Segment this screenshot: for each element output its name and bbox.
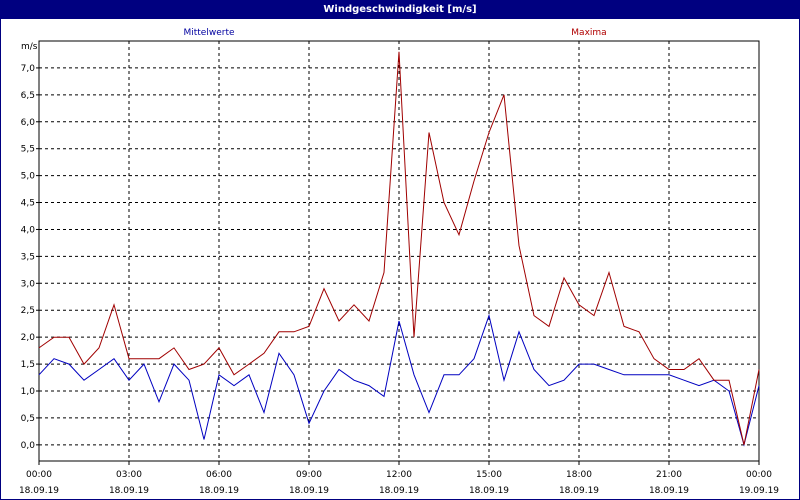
y-tick-label: 7,0 bbox=[21, 64, 36, 74]
y-tick-label: 4,5 bbox=[21, 199, 35, 209]
y-tick-label: 6,5 bbox=[21, 91, 35, 101]
x-tick-time: 00:00 bbox=[26, 470, 52, 480]
x-tick-time: 21:00 bbox=[656, 470, 682, 480]
series-line-maxima bbox=[38, 51, 760, 445]
x-tick-time: 06:00 bbox=[206, 470, 232, 480]
x-tick-time: 15:00 bbox=[476, 470, 502, 480]
window-title: Windgeschwindigkeit [m/s] bbox=[1, 1, 799, 19]
y-tick-label: 2,5 bbox=[21, 306, 35, 316]
x-tick-date: 18.09.19 bbox=[379, 486, 419, 496]
y-tick-label: 0,0 bbox=[21, 441, 36, 451]
y-tick-label: 5,0 bbox=[21, 172, 36, 182]
y-axis-label: m/s bbox=[21, 42, 38, 52]
series-group bbox=[38, 51, 760, 447]
x-tick-date: 18.09.19 bbox=[649, 486, 689, 496]
y-tick-label: 0,5 bbox=[21, 414, 35, 424]
x-tick-date: 18.09.19 bbox=[469, 486, 509, 496]
x-tick-time: 03:00 bbox=[116, 470, 142, 480]
x-tick-date: 18.09.19 bbox=[19, 486, 59, 496]
x-tick-date: 18.09.19 bbox=[199, 486, 239, 496]
x-tick-date: 18.09.19 bbox=[109, 486, 149, 496]
y-axis-ticks: 0,0 0,5 1,0 1,5 2,0 2,5 3,0 3,5 4,0 4,5 5,0 5,5 6,0 6… bbox=[21, 64, 39, 451]
series-line-mittelwerte bbox=[38, 313, 760, 447]
y-tick-label: 5,5 bbox=[21, 145, 35, 155]
x-tick-time: 12:00 bbox=[386, 470, 412, 480]
x-tick-time: 18:00 bbox=[566, 470, 592, 480]
y-tick-label: 1,0 bbox=[21, 387, 36, 397]
legend-mittelwerte: Mittelwerte bbox=[183, 28, 234, 38]
y-tick-label: 3,0 bbox=[21, 279, 36, 289]
x-tick-time: 00:00 bbox=[746, 470, 772, 480]
x-tick-date: 18.09.19 bbox=[559, 486, 599, 496]
y-tick-label: 3,5 bbox=[21, 252, 35, 262]
x-tick-time: 09:00 bbox=[296, 470, 322, 480]
grid bbox=[39, 41, 759, 461]
y-tick-label: 4,0 bbox=[21, 225, 36, 235]
y-tick-label: 1,5 bbox=[21, 360, 35, 370]
y-tick-label: 2,0 bbox=[21, 333, 36, 343]
x-tick-date: 18.09.19 bbox=[289, 486, 329, 496]
legend-maxima: Maxima bbox=[571, 28, 606, 38]
y-tick-label: 6,0 bbox=[21, 118, 36, 128]
x-tick-date: 19.09.19 bbox=[739, 486, 779, 496]
x-axis-ticks: 00:00 18.09.19 03:00 18.09.19 06:00 18.09.19 0… bbox=[19, 461, 779, 496]
